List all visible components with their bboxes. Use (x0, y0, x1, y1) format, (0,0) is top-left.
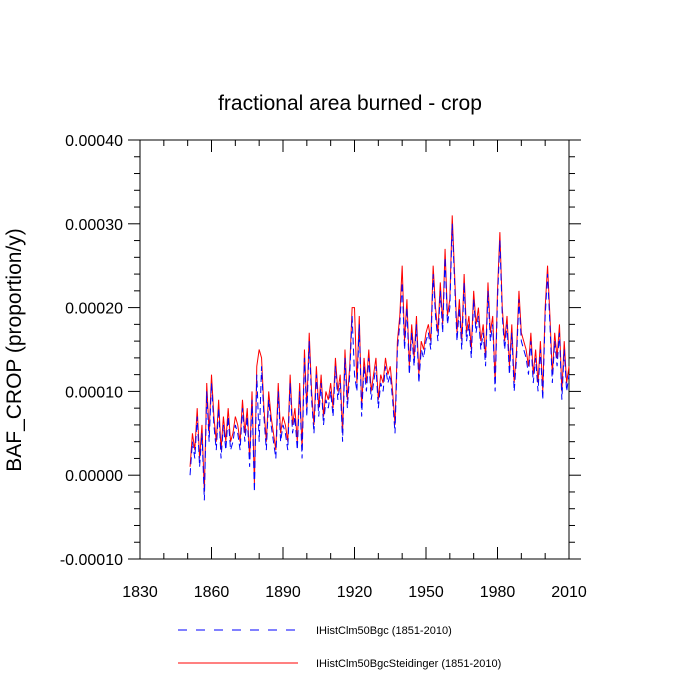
x-tick-label: 2010 (551, 584, 587, 601)
y-tick-label: 0.00030 (65, 217, 123, 234)
x-tick-label: 1920 (337, 584, 373, 601)
axis-ticks (128, 139, 581, 560)
y-axis-label: BAF_CROP (proportion/y) (3, 228, 26, 472)
series-line-ihistclm50bgcsteidinger (189, 215, 570, 492)
x-tick-label: 1950 (408, 584, 444, 601)
legend-label: IHistClm50BgcSteidinger (1851-2010) (316, 658, 501, 670)
y-tick-label: 0.00010 (65, 384, 123, 401)
x-tick-label: 1980 (480, 584, 516, 601)
y-tick-label: 0.00020 (65, 301, 123, 318)
x-tick-label: 1860 (194, 584, 230, 601)
y-tick-label: 0.00040 (65, 133, 123, 150)
axis-tick-labels: 1830 1860 1890 1920 1950 1980 2010 -0.00010 0.00… (60, 133, 587, 601)
legend-label: IHistClm50Bgc (1851-2010) (316, 625, 452, 637)
y-tick-label: 0.00000 (65, 468, 123, 485)
legend: IHistClm50Bgc (1851-2010) IHistClm50BgcSt… (178, 625, 501, 670)
chart-title: fractional area burned - crop (218, 92, 482, 115)
x-tick-label: 1830 (122, 584, 158, 601)
x-tick-label: 1890 (265, 584, 301, 601)
y-tick-label: -0.00010 (60, 552, 123, 569)
series-line-ihistclm50bgc (189, 223, 570, 501)
series-lines (189, 215, 570, 501)
